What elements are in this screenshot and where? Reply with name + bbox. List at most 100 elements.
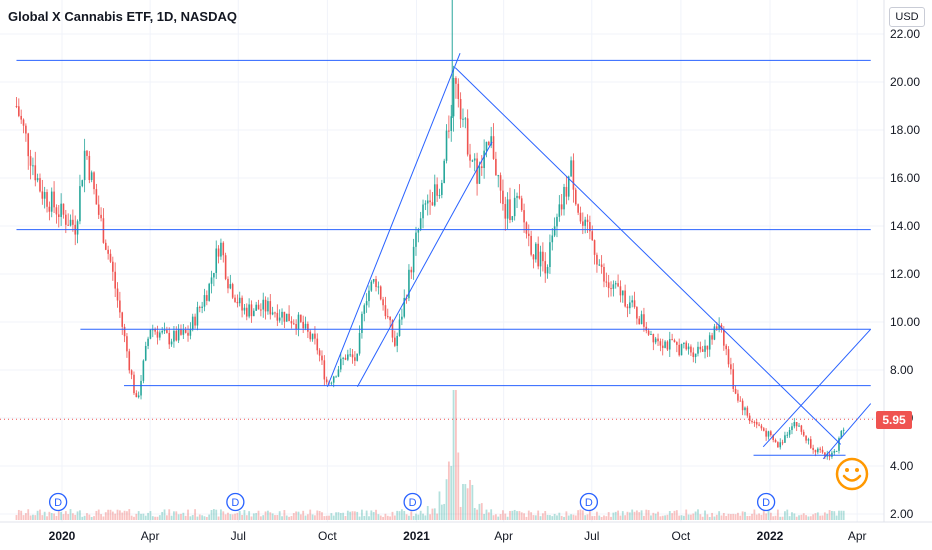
volume-bar — [788, 516, 791, 520]
volume-bar — [50, 513, 53, 520]
volume-bar — [295, 511, 298, 520]
volume-bar — [708, 516, 711, 520]
volume-bar — [570, 514, 572, 520]
time-axis[interactable]: 2020 Apr Jul Oct 2021 Apr Jul Oct 2022 Apr — [49, 529, 867, 543]
candle-body — [307, 323, 309, 332]
candle-body — [683, 342, 685, 345]
candle-body — [419, 218, 422, 230]
candle-body — [762, 428, 765, 431]
volume-bar — [93, 516, 95, 520]
candle-body — [15, 106, 18, 107]
candle-body — [302, 321, 304, 329]
volume-bar — [440, 504, 443, 520]
candle-body — [337, 369, 340, 377]
volume-bar — [645, 509, 648, 520]
volume-bar — [67, 514, 70, 520]
candle-body — [140, 380, 142, 396]
volume-bar — [793, 513, 796, 520]
volume-bar — [678, 515, 681, 520]
volume-bar — [445, 479, 448, 520]
candle-body — [556, 216, 558, 227]
candle-body — [248, 304, 250, 317]
candle-body — [426, 200, 429, 204]
candle-body — [229, 284, 232, 289]
candle-body — [274, 312, 276, 314]
dividend-marker-label: D — [762, 497, 770, 509]
volume-bar — [464, 484, 467, 520]
volume-bar — [353, 511, 356, 520]
candle-body — [213, 272, 215, 278]
x-tick-label: Apr — [848, 529, 867, 543]
candle-body — [238, 297, 241, 304]
candle-body — [356, 353, 359, 361]
volume-bar — [393, 515, 396, 520]
candle-body — [567, 176, 570, 197]
volume-bar — [727, 513, 730, 520]
candle-body — [67, 224, 69, 226]
dividend-marker — [756, 492, 776, 512]
volume-bar — [704, 510, 706, 520]
volume-bar — [668, 511, 671, 520]
volume-bar — [241, 514, 243, 520]
volume-bar — [316, 510, 319, 520]
trend-lines[interactable] — [326, 53, 872, 460]
x-tick-label: Apr — [141, 529, 160, 543]
candle-body — [83, 150, 86, 181]
candle-body — [215, 248, 218, 273]
volume-bar — [424, 515, 427, 520]
volume-bar — [288, 516, 290, 520]
volume-bar — [821, 515, 824, 520]
candle-body — [137, 395, 140, 398]
volume-bar — [661, 515, 664, 520]
candle-body — [72, 219, 74, 225]
volume-bar — [410, 511, 413, 520]
volume-bar — [671, 513, 674, 520]
candle-body — [436, 184, 438, 196]
candle-body — [253, 310, 255, 317]
volume-bar — [502, 510, 504, 520]
candle-body — [422, 204, 424, 219]
candle-body — [166, 330, 168, 333]
candle-body — [384, 305, 387, 317]
volume-bar — [379, 515, 382, 520]
horizontal-levels[interactable] — [16, 59, 871, 456]
smiley-icon[interactable] — [834, 456, 870, 492]
volume-bar — [476, 509, 478, 520]
volume-bar — [516, 511, 518, 520]
candle-body — [535, 243, 537, 260]
volume-bar — [180, 513, 182, 520]
candle-body — [438, 194, 441, 196]
currency-button[interactable]: USD — [889, 7, 925, 27]
candle-body — [323, 360, 326, 380]
candle-body — [459, 98, 462, 120]
volume-bar — [532, 515, 535, 520]
candle-body — [737, 393, 739, 401]
candle-body — [170, 341, 173, 345]
candle-body — [112, 261, 114, 272]
candle-body — [739, 400, 742, 402]
volume-bar — [593, 515, 596, 520]
volume-bar — [74, 514, 77, 520]
x-tick-label: Apr — [494, 529, 513, 543]
candle-body — [473, 158, 476, 161]
volume-bar — [325, 515, 328, 520]
candle-body — [182, 329, 185, 335]
volume-bar — [27, 509, 30, 520]
volume-bar — [389, 516, 392, 520]
volume-bar — [760, 514, 763, 520]
candle-body — [100, 214, 102, 219]
candle-body — [196, 307, 199, 326]
candle-body — [495, 158, 497, 176]
candle-body — [347, 354, 349, 360]
volume-bar — [203, 516, 206, 520]
volume-bar — [506, 516, 509, 520]
volume-bar — [339, 512, 342, 520]
volume-bar — [588, 510, 591, 520]
candle-body — [506, 199, 509, 219]
volume-bar — [403, 510, 406, 520]
candle-body — [577, 204, 579, 213]
price-axis[interactable]: 22.0020.0018.0016.0014.0012.0010.008.006… — [890, 27, 920, 521]
candle-body — [490, 136, 492, 146]
